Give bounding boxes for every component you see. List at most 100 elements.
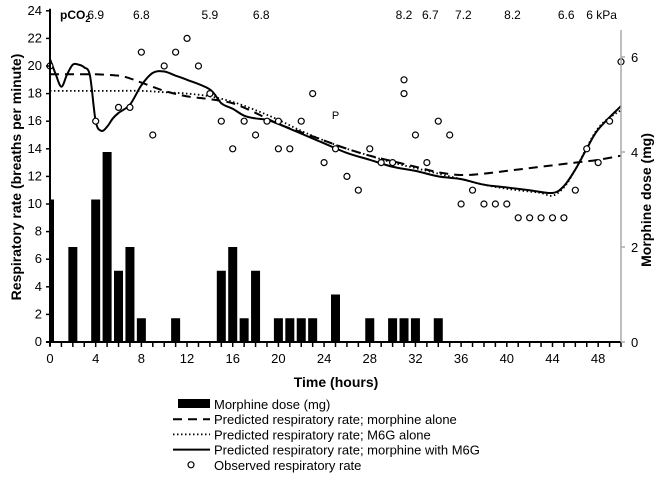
legend-item: Predicted respiratory rate; M6G alone <box>173 427 431 442</box>
pco2-value: 6 kPa <box>586 8 617 22</box>
x-tick-label: 20 <box>271 351 285 366</box>
y-tick-label: 20 <box>28 58 42 73</box>
x-tick-label: 32 <box>408 351 422 366</box>
observed-point <box>240 117 248 125</box>
dose-bar <box>273 318 283 342</box>
y-tick-label: 16 <box>28 113 42 128</box>
legend-item: Predicted respiratory rate; morphine alo… <box>173 412 457 427</box>
y2-tick-label: 4 <box>631 145 638 160</box>
x-tick-label: 8 <box>138 351 145 366</box>
y-tick-label: 6 <box>35 251 42 266</box>
observed-point <box>560 214 568 222</box>
pco2-value: 6.6 <box>558 8 575 22</box>
observed-point <box>92 117 100 125</box>
legend-item: Predicted respiratory rate; morphine wit… <box>173 443 480 458</box>
pco2-subscript: 2 <box>85 14 90 24</box>
observed-point <box>217 117 225 125</box>
dose-bar <box>388 318 398 342</box>
legend-label: Predicted respiratory rate; morphine alo… <box>214 412 457 427</box>
legend-item: Morphine dose (mg) <box>178 397 330 412</box>
legend-label: Morphine dose (mg) <box>214 397 330 412</box>
x-tick-label: 16 <box>225 351 239 366</box>
observed-point <box>114 103 123 112</box>
x-tick-label: 0 <box>46 351 53 366</box>
x-axis-title: Time (hours) <box>294 374 379 390</box>
y-tick-label: 10 <box>28 196 42 211</box>
y-tick-label: 14 <box>28 141 42 156</box>
legend-swatch-bar <box>178 399 210 408</box>
legend-swatch-circle <box>187 461 195 469</box>
observed-point <box>480 200 488 208</box>
y-tick-label: 4 <box>35 279 42 294</box>
pco2-prefix: pCO2 <box>60 8 90 24</box>
observed-point <box>160 62 168 70</box>
x-tick-label: 4 <box>92 351 99 366</box>
y-tick-label: 24 <box>28 3 42 18</box>
observed-point <box>274 145 282 153</box>
observed-point <box>605 117 614 125</box>
observed-point <box>468 186 477 194</box>
observed-point <box>343 172 351 180</box>
pco2-value: 7.2 <box>455 8 472 22</box>
legend-item: Observed respiratory rate <box>187 458 361 473</box>
dose-bar <box>410 318 420 342</box>
pco2-value: 6.8 <box>253 8 270 22</box>
observed-point <box>137 48 145 56</box>
x-tick-label: 24 <box>317 351 331 366</box>
observed-point <box>446 131 454 139</box>
observed-point <box>309 89 317 98</box>
y-tick-label: 2 <box>35 306 42 321</box>
dose-bar <box>125 247 135 342</box>
observed-point <box>206 89 214 98</box>
observed-point <box>400 76 408 84</box>
dose-bar <box>136 318 146 342</box>
observed-point <box>366 145 374 153</box>
observed-point <box>297 117 305 125</box>
observed-point <box>411 131 420 139</box>
dose-bar <box>102 152 112 342</box>
observed-point <box>526 214 534 222</box>
dose-bar <box>239 318 249 342</box>
x-tick-label: 28 <box>363 351 377 366</box>
x-tick-label: 36 <box>454 351 468 366</box>
dose-bar <box>68 247 78 342</box>
series-line-dotted <box>49 89 622 197</box>
observed-point <box>286 145 294 153</box>
observed-point <box>172 48 180 56</box>
observed-point <box>537 214 545 222</box>
dose-bar <box>399 318 409 342</box>
y-tick-label: 22 <box>28 30 42 45</box>
dose-bar <box>285 318 295 342</box>
observed-points <box>46 34 625 222</box>
observed-point <box>457 200 465 208</box>
y-tick-label: 0 <box>35 334 42 349</box>
dose-bar <box>49 199 54 342</box>
observed-point <box>229 145 237 153</box>
series-line-dashed <box>50 73 622 177</box>
dose-bar <box>433 318 443 342</box>
dose-bar <box>331 294 340 342</box>
pco2-value: 8.2 <box>396 8 413 22</box>
x-tick-label: 40 <box>500 351 514 366</box>
x-tick-label: 48 <box>591 351 605 366</box>
observed-point <box>571 186 579 194</box>
series-line-solid <box>49 58 622 195</box>
pco2-value: 8.2 <box>504 8 521 22</box>
observed-point <box>434 117 442 125</box>
pco2-value: 5.9 <box>202 8 219 22</box>
dose-bar <box>91 199 101 342</box>
dose-bar <box>296 318 306 342</box>
observed-point <box>503 200 511 208</box>
observed-point <box>548 214 557 222</box>
dose-bar <box>251 270 261 342</box>
observed-point <box>149 131 157 139</box>
pco2-value: 6.9 <box>87 8 104 22</box>
observed-point <box>251 131 260 139</box>
observed-point <box>126 103 134 112</box>
y2-tick-label: 6 <box>631 50 638 65</box>
legend-label: Predicted respiratory rate; morphine wit… <box>214 443 480 458</box>
morphine-dose-bars <box>49 152 443 342</box>
dose-bar <box>171 318 181 342</box>
